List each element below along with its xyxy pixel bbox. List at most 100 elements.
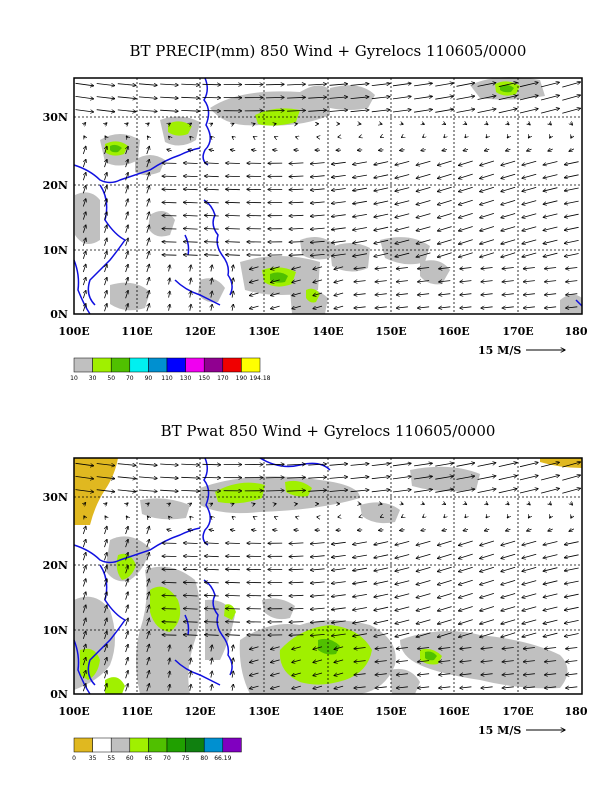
wind-vector	[292, 292, 301, 296]
wind-vector	[169, 684, 170, 691]
wind-vector	[313, 685, 323, 689]
wind-vector	[501, 213, 516, 218]
wind-vector	[310, 556, 325, 557]
wind-vector	[374, 606, 389, 610]
wind-vector	[105, 631, 108, 640]
wind-vector	[375, 281, 387, 282]
wind-vector	[486, 136, 487, 138]
wind-vector	[439, 674, 451, 675]
wind-vector	[289, 595, 304, 596]
wind-vector	[353, 214, 367, 217]
wind-vector	[437, 593, 452, 598]
wind-vector	[422, 503, 424, 504]
wind-vector	[105, 526, 108, 535]
wind-vector	[395, 580, 410, 585]
wind-vector	[502, 674, 514, 675]
colorbar-label: 70	[126, 375, 134, 382]
wind-vector	[379, 150, 384, 151]
colorbar-label: 65	[145, 755, 153, 762]
wind-vector	[226, 163, 240, 164]
wind-vector	[308, 84, 326, 85]
wind-vector	[147, 123, 149, 125]
wind-vector	[147, 159, 150, 168]
wind-vector	[480, 173, 495, 179]
wind-vector	[105, 225, 108, 233]
wind-vector	[289, 228, 304, 229]
wind-vector	[371, 490, 390, 493]
wind-vector	[329, 97, 348, 99]
x-tick-label: 150E	[375, 705, 406, 718]
wind-vector	[353, 580, 367, 584]
wind-vector	[543, 554, 558, 559]
wind-vector	[204, 582, 219, 583]
wind-vector	[105, 146, 108, 155]
wind-vector	[289, 622, 304, 623]
wind-vector	[456, 463, 475, 467]
wind-vector	[147, 172, 150, 181]
wind-vector	[265, 84, 284, 85]
wind-vector	[292, 305, 301, 309]
wind-vector	[313, 279, 323, 283]
wind-vector	[83, 251, 86, 260]
wind-vector	[329, 110, 348, 112]
wind-vector	[481, 648, 493, 649]
wind-vector	[380, 124, 382, 125]
wind-vector	[313, 659, 323, 663]
panel-precip-title: BT PRECIP(mm) 850 Wind + Gyrelocs 110605…	[130, 42, 527, 60]
wind-vector	[189, 123, 191, 124]
wind-vector	[480, 593, 495, 598]
wind-vector	[544, 674, 557, 675]
wind-vector	[401, 504, 403, 505]
wind-vector	[147, 199, 150, 207]
wind-vector	[564, 580, 579, 584]
colorbar-label: 55	[107, 755, 115, 762]
wind-vector	[401, 517, 402, 518]
wind-vector	[395, 187, 410, 192]
wind-vector	[204, 569, 219, 570]
wind-vector	[105, 592, 108, 600]
wind-vector	[331, 582, 346, 584]
wind-vector	[271, 279, 280, 283]
wind-vector	[375, 307, 387, 308]
wind-vector	[481, 661, 493, 662]
wind-vector	[331, 241, 346, 243]
wind-vector	[564, 606, 579, 610]
wind-vector	[226, 569, 240, 570]
wind-vector	[83, 186, 86, 194]
wind-vector	[502, 687, 514, 688]
colorbar-swatch	[129, 357, 149, 373]
x-tick-label: 170E	[502, 705, 533, 718]
wind-vector	[181, 464, 199, 465]
colorbar-label: 130	[180, 375, 192, 382]
wind-vector	[169, 645, 170, 652]
wind-vector	[481, 268, 493, 269]
wind-vector	[395, 567, 410, 572]
wind-vector	[83, 566, 86, 574]
precip-colorbar: 10 30 50 70 90 110 130 150 170 190 194.18	[70, 357, 271, 382]
wind-vector	[437, 200, 452, 204]
wind-vector	[464, 503, 466, 504]
wind-vector	[548, 529, 553, 531]
wind-vector	[392, 463, 411, 467]
wind-vector	[375, 294, 387, 295]
wind-vector	[564, 226, 579, 230]
wind-vector	[190, 291, 191, 298]
wind-vector	[392, 96, 411, 100]
wind-vector	[417, 281, 430, 282]
wind-vector	[374, 226, 389, 230]
wind-vector	[204, 215, 219, 216]
wind-vector	[202, 477, 221, 478]
wind-vector	[396, 294, 408, 295]
wind-vector	[501, 226, 516, 231]
wind-vector	[562, 82, 580, 88]
wind-vector	[253, 124, 255, 125]
wind-vector	[83, 631, 86, 640]
wind-vector	[464, 123, 466, 124]
y-tick-label: 0N	[50, 308, 68, 321]
wind-vector	[416, 239, 431, 244]
wind-vector	[274, 504, 276, 505]
wind-vector	[232, 503, 234, 504]
wind-vector	[353, 200, 367, 204]
wind-vector	[310, 189, 325, 190]
wind-vector	[83, 199, 86, 207]
